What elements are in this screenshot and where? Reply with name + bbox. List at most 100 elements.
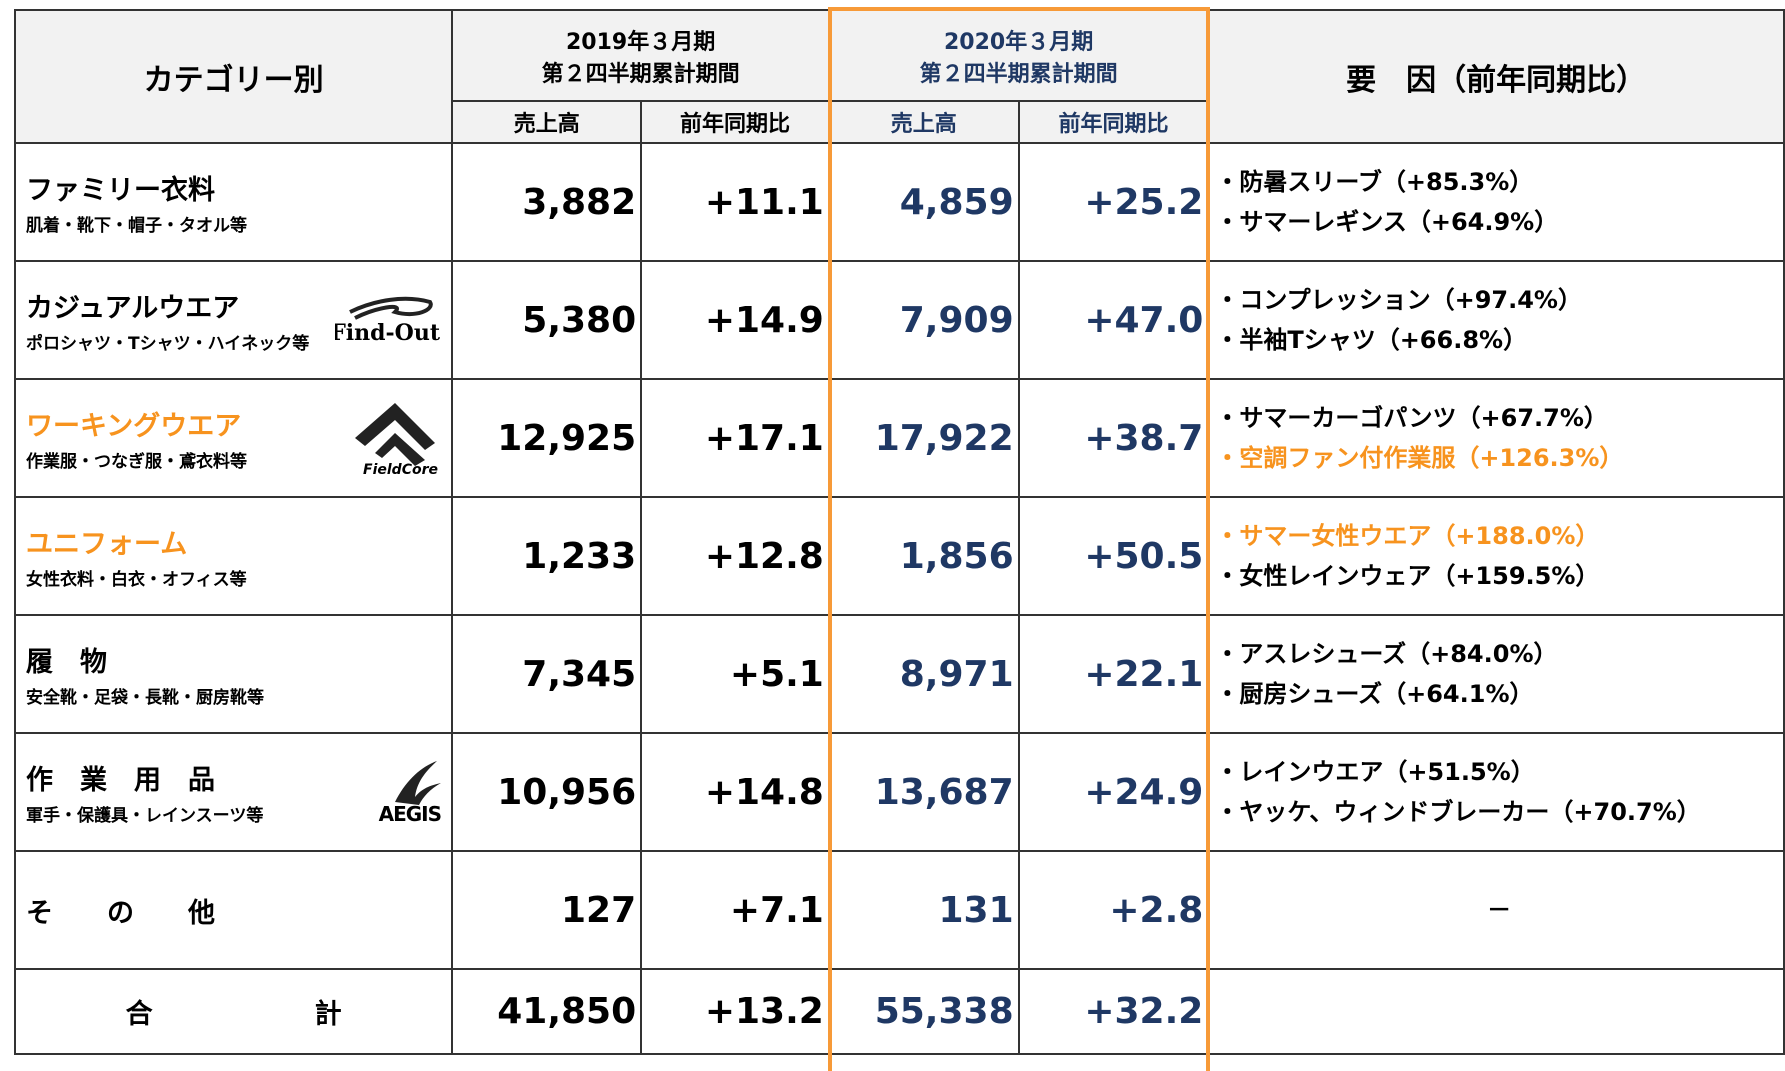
header-text: 第２四半期累計期間 [541, 61, 740, 87]
value-cell: 1,233 [451, 496, 643, 616]
logo-swoosh [349, 296, 434, 320]
data-row: ワーキングウエア作業服・つなぎ服・鳶衣料等 FieldCore 12,925 +17.… [13, 378, 1785, 498]
data-row: そ の 他 127 +7.1 131 +2.8 － [13, 850, 1785, 970]
sales-table: カテゴリー別 2019年３月期 第２四半期累計期間 2020年３月期 第２四半期累計… [13, 9, 1785, 1055]
value-cell: 55,338 [827, 968, 1020, 1055]
value-cell: +12.8 [640, 496, 830, 616]
value-cell: 7,345 [451, 614, 643, 734]
header-row: カテゴリー別 2019年３月期 第２四半期累計期間 2020年３月期 第２四半期累計… [13, 9, 1785, 144]
header-text: 2019年３月期 [565, 29, 716, 55]
logo-chevron [355, 403, 436, 466]
value-cell: 8,971 [827, 614, 1020, 734]
factor: ・サマーカーゴパンツ（+67.7%） [1215, 404, 1608, 432]
factor: ・空調ファン付作業服（+126.3%） [1215, 444, 1624, 472]
category-sub: 肌着・靴下・帽子・タオル等 [26, 216, 247, 236]
value-cell: 7,909 [827, 260, 1020, 380]
category-cell: ユニフォーム女性衣料・白衣・オフィス等 [13, 496, 454, 616]
factor: ・防暑スリーブ（+85.3%） [1215, 168, 1534, 196]
category-name: ワーキングウエア [26, 411, 242, 442]
data-row: 作 業 用 品軍手・保護具・レインスーツ等 AEGIS 10,956 +14.8 13,… [13, 732, 1785, 852]
data-row: 履 物安全靴・足袋・長靴・厨房靴等 7,345 +5.1 8,971 +22.1 ・アスレ… [13, 614, 1785, 734]
data-row: カジュアルウエア ポロシャツ・Tシャツ・ハイネック等 Find-Out 5,380 +1… [13, 260, 1785, 380]
factor-cell: ・コンプレッション（+97.4%） ・半袖Tシャツ（+66.8%） [1207, 260, 1785, 380]
value-cell: +38.7 [1017, 378, 1210, 498]
header-factors: 要 因（前年同期比） [1207, 9, 1785, 144]
factor: ・半袖Tシャツ（+66.8%） [1215, 326, 1528, 354]
factor: ・アスレシューズ（+84.0%） [1215, 640, 1558, 668]
factor-cell: ・サマーカーゴパンツ（+67.7%） ・空調ファン付作業服（+126.3%） [1207, 378, 1785, 498]
header-text: 第２四半期累計期間 [919, 61, 1118, 87]
factor-cell: ・レインウエア（+51.5%） ・ヤッケ、ウィンドブレーカー（+70.7%） [1207, 732, 1785, 852]
value-cell: +24.9 [1017, 732, 1210, 852]
category-name: 履 物 [26, 647, 107, 678]
value-cell: 4,859 [827, 142, 1020, 262]
factor: ・レインウエア（+51.5%） [1215, 758, 1535, 786]
subheader-row: 売上高 前年同期比 売上高 前年同期比 [15, 100, 1784, 144]
logo-text: Find-Out [335, 320, 441, 346]
category-name: カジュアルウエア [26, 293, 240, 324]
value-cell: +11.1 [640, 142, 830, 262]
factor: ・女性レインウェア（+159.5%） [1215, 562, 1600, 590]
value-cell: 13,687 [827, 732, 1020, 852]
value-cell: 5,380 [451, 260, 643, 380]
category-cell: ファミリー衣料肌着・靴下・帽子・タオル等 [13, 142, 454, 262]
category-name: 作 業 用 品 [26, 765, 215, 796]
category-name: ファミリー衣料 [26, 175, 215, 206]
header-text: 2020年３月期 [943, 29, 1094, 55]
value-cell: +22.1 [1017, 614, 1210, 734]
factor: ・サマー女性ウエア（+188.0%） [1215, 522, 1600, 550]
value-cell: 17,922 [827, 378, 1020, 498]
value-cell: +14.8 [640, 732, 830, 852]
value-cell: +5.1 [640, 614, 830, 734]
category-name: 合 計 [125, 999, 342, 1030]
category-sub: 軍手・保護具・レインスーツ等 [26, 806, 264, 826]
factor-cell: ・防暑スリーブ（+85.3%） ・サマーレギンス（+64.9%） [1207, 142, 1785, 262]
value-cell: 10,956 [451, 732, 643, 852]
factor: ・サマーレギンス（+64.9%） [1215, 208, 1559, 236]
subheader: 前年同期比 [1017, 100, 1210, 144]
factor: ・コンプレッション（+97.4%） [1215, 286, 1582, 314]
value-cell: +50.5 [1017, 496, 1210, 616]
value-cell: +17.1 [640, 378, 830, 498]
category-cell: 履 物安全靴・足袋・長靴・厨房靴等 [13, 614, 454, 734]
value-cell: +7.1 [640, 850, 830, 970]
factor-cell [1207, 968, 1785, 1055]
category-cell: カジュアルウエア ポロシャツ・Tシャツ・ハイネック等 Find-Out [13, 260, 454, 380]
data-row: ファミリー衣料 肌着・靴下・帽子・タオル等 3,882 +11.1 4,859 +25.2… [13, 142, 1785, 262]
value-cell: 41,850 [451, 968, 643, 1055]
value-cell: 127 [451, 850, 643, 970]
logo-text: AEGIS [379, 802, 441, 826]
factor: － [1487, 896, 1512, 924]
category-sub: 作業服・つなぎ服・鳶衣料等 [26, 452, 247, 472]
factor-cell: ・アスレシューズ（+84.0%） ・厨房シューズ（+64.1%） [1207, 614, 1785, 734]
value-cell: +25.2 [1017, 142, 1210, 262]
value-cell: 3,882 [451, 142, 643, 262]
value-cell: 1,856 [827, 496, 1020, 616]
value-cell: +14.9 [640, 260, 830, 380]
category-cell: そ の 他 [13, 850, 454, 970]
value-cell: +47.0 [1017, 260, 1210, 380]
factor: ・厨房シューズ（+64.1%） [1215, 680, 1534, 708]
category-cell: 作 業 用 品軍手・保護具・レインスーツ等 AEGIS [13, 732, 454, 852]
data-row: ユニフォーム 女性衣料・白衣・オフィス等 1,233 +12.8 1,856 +50.5 ・… [13, 496, 1785, 616]
subheader: 売上高 [827, 100, 1020, 144]
subheader: 売上高 [451, 100, 643, 144]
value-cell: +32.2 [1017, 968, 1210, 1055]
category-name: そ の 他 [26, 897, 215, 929]
category-cell: 合 計 [13, 968, 454, 1055]
value-cell: 131 [827, 850, 1020, 970]
value-cell: +2.8 [1017, 850, 1210, 970]
category-name: ユニフォーム [26, 529, 188, 560]
factor-cell: － [1207, 850, 1785, 970]
subheader: 前年同期比 [640, 100, 830, 144]
header-2020: 2020年３月期 第２四半期累計期間 [827, 9, 1210, 102]
data-row: 合 計 41,850 +13.2 55,338 +32.2 [13, 968, 1785, 1055]
logo: Find-Out [335, 296, 441, 346]
factor: ・ヤッケ、ウィンドブレーカー（+70.7%） [1215, 798, 1701, 826]
category-sub: 女性衣料・白衣・オフィス等 [26, 570, 247, 590]
value-cell: 12,925 [451, 378, 643, 498]
value-cell: +13.2 [640, 968, 830, 1055]
logo: FieldCore [355, 403, 438, 478]
factor-cell: ・サマー女性ウエア（+188.0%） ・女性レインウェア（+159.5%） [1207, 496, 1785, 616]
